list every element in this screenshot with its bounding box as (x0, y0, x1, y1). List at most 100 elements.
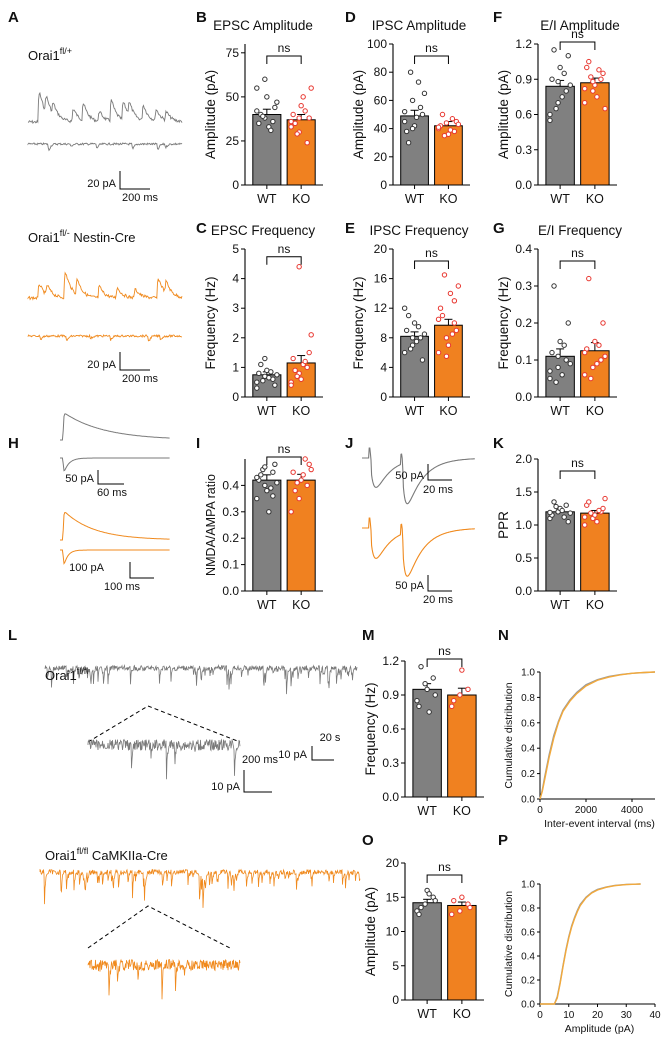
y-tick-label: 75 (226, 46, 240, 60)
zoom-guide-ko (87, 905, 231, 949)
data-point (414, 697, 420, 704)
y-axis-title: Cumulative distribution (503, 891, 515, 997)
y-tick-label: 0.2 (521, 976, 535, 987)
y-tick-label: 1.5 (515, 485, 532, 499)
scale-h-wt-x: 60 ms (97, 487, 127, 499)
trace-l-wt-long (44, 664, 358, 695)
data-point (445, 342, 452, 348)
bar-chart-f: 0.0 0.3 0.6 0.9 1.2 WT KO Amplitude (pA) E/I Amp… (496, 18, 620, 206)
scale-bar-a-ko (119, 352, 150, 371)
data-point (449, 703, 455, 710)
data-point (296, 264, 302, 270)
y-tick-label: 0.0 (222, 584, 239, 598)
scale-h-ko-x: 100 ms (104, 581, 141, 593)
series-line-wt (540, 883, 641, 1005)
data-point (419, 357, 426, 363)
y-tick-label: 4 (232, 272, 239, 286)
data-point (586, 499, 592, 505)
significance-label: ns (425, 246, 438, 260)
x-tick-label: WT (257, 192, 277, 206)
data-point (457, 908, 463, 914)
significance-bracket (426, 658, 463, 667)
y-tick-label: 0.3 (222, 505, 239, 519)
data-point (298, 102, 304, 109)
data-point (563, 357, 569, 363)
scale-bar-l-long (311, 746, 334, 761)
y-tick-label: 0 (380, 390, 387, 404)
x-tick-label: WT (405, 192, 425, 206)
x-tick-label: 10 (563, 1010, 575, 1021)
data-point (586, 58, 592, 65)
x-tick-label: WT (550, 598, 570, 612)
y-tick-label: 0.4 (515, 242, 532, 256)
panel-label-e: E (345, 220, 355, 237)
y-tick-label: 0.2 (222, 531, 239, 545)
data-point (290, 355, 296, 362)
scale-a-ko-y: 20 pA (87, 359, 116, 371)
data-point (582, 372, 588, 378)
data-point (467, 904, 473, 911)
data-point (266, 375, 272, 381)
x-tick-label: 0 (537, 805, 543, 816)
data-point (557, 64, 563, 71)
cdf-chart-n: 0.0 0.2 0.4 0.6 0.8 1.0 0 2000 4000 Inter-event i… (503, 668, 656, 830)
data-point (561, 342, 567, 348)
data-point (292, 367, 298, 374)
data-point (268, 485, 274, 491)
significance-bracket (559, 41, 596, 50)
y-tick-label: 60 (374, 93, 388, 107)
y-tick-label: 20 (386, 856, 400, 870)
y-tick-label: 0.0 (521, 795, 535, 806)
significance-label: ns (571, 27, 584, 41)
y-axis-title: Cumulative distribution (503, 682, 515, 788)
significance-label: ns (571, 456, 584, 470)
data-point (447, 127, 454, 133)
data-point (288, 124, 294, 130)
zoom-guide-wt (87, 705, 241, 743)
data-point (582, 85, 588, 92)
data-point (551, 499, 557, 505)
panel-label-f: F (493, 9, 502, 26)
scale-a-ko-x: 200 ms (122, 373, 159, 385)
data-point (439, 111, 446, 118)
y-tick-label: 4 (380, 360, 387, 374)
data-point (549, 76, 555, 82)
bar-wt (545, 511, 575, 592)
data-point (405, 140, 412, 146)
scale-h-wt-y: 50 pA (65, 473, 94, 485)
bar-chart-o: 0 5 10 15 20 WT KO Amplitude (pA) ns (363, 856, 484, 1021)
x-tick-label: WT (550, 404, 570, 418)
data-point (586, 275, 592, 282)
data-point (302, 108, 308, 114)
data-point (401, 349, 408, 356)
y-tick-label: 8 (380, 331, 387, 345)
y-tick-label: 0.2 (521, 769, 535, 780)
trace-j-ko-ppr (362, 517, 475, 577)
data-point (596, 342, 602, 348)
y-tick-label: 16 (374, 272, 388, 286)
data-point (443, 120, 450, 126)
chart-title: E/I Frequency (538, 223, 622, 238)
significance-bracket (266, 456, 302, 465)
x-tick-label: WT (417, 1007, 437, 1021)
y-axis-title: Frequency (Hz) (496, 276, 511, 369)
data-point (262, 482, 268, 489)
scale-j-wt-y: 50 pA (395, 470, 424, 482)
data-point (302, 456, 308, 462)
y-tick-label: 0.4 (521, 952, 535, 963)
scale-a-wt-x: 200 ms (122, 192, 159, 204)
y-tick-label: 0.9 (382, 688, 399, 702)
x-tick-label: KO (453, 804, 471, 818)
y-tick-label: 0.1 (515, 353, 532, 367)
data-point (409, 335, 416, 341)
data-point (262, 76, 268, 82)
trace-l-wt-genotype: Orai1fl/fl (45, 666, 88, 683)
y-tick-label: 80 (374, 65, 388, 79)
y-axis-title: PPR (496, 511, 511, 539)
trace-h-wt-nmda (60, 413, 170, 441)
y-axis-title: Amplitude (pA) (496, 70, 511, 159)
chart-title: IPSC Amplitude (372, 18, 467, 33)
data-point (559, 94, 565, 100)
data-point (449, 116, 456, 122)
data-point (432, 897, 438, 904)
